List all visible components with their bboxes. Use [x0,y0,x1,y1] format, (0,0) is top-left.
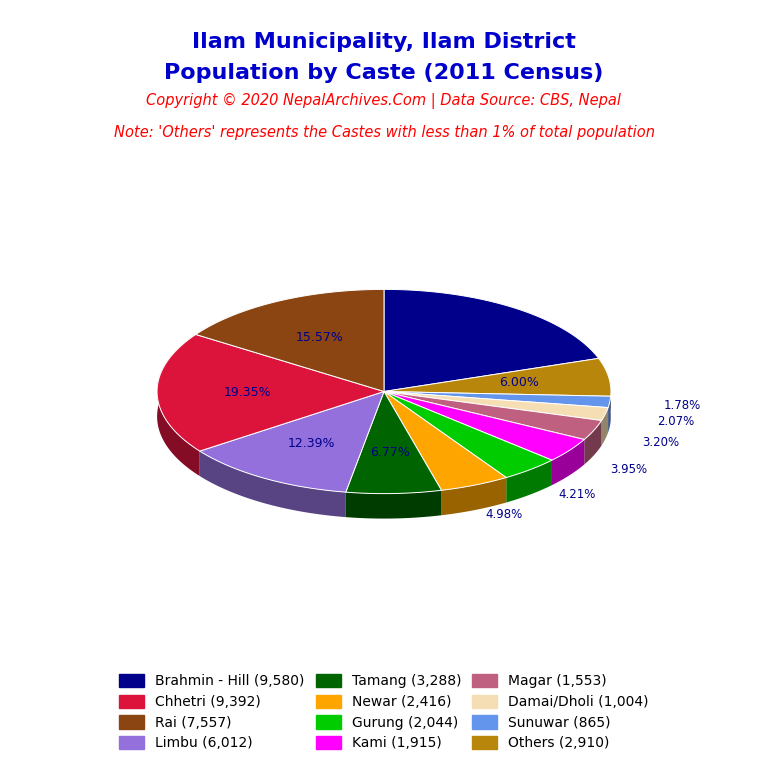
Polygon shape [157,335,200,476]
Polygon shape [384,392,584,460]
Polygon shape [384,359,611,396]
Text: 19.74%: 19.74% [439,335,487,348]
Legend: Brahmin - Hill (9,580), Chhetri (9,392), Rai (7,557), Limbu (6,012), Tamang (3,2: Brahmin - Hill (9,580), Chhetri (9,392),… [112,667,656,757]
Text: 4.98%: 4.98% [485,508,523,521]
Text: Note: 'Others' represents the Castes with less than 1% of total population: Note: 'Others' represents the Castes wit… [114,124,654,140]
Polygon shape [552,439,584,485]
Polygon shape [598,359,611,421]
Polygon shape [196,290,384,392]
Polygon shape [584,421,601,465]
Text: 6.77%: 6.77% [370,446,410,459]
Polygon shape [601,408,608,445]
Polygon shape [346,392,442,494]
Polygon shape [346,490,442,518]
Text: Copyright © 2020 NepalArchives.Com | Data Source: CBS, Nepal: Copyright © 2020 NepalArchives.Com | Dat… [147,94,621,109]
Polygon shape [200,451,346,517]
Text: 6.00%: 6.00% [499,376,538,389]
Polygon shape [157,335,384,451]
Text: 12.39%: 12.39% [288,437,336,450]
Text: 2.07%: 2.07% [657,415,695,428]
Polygon shape [384,392,611,408]
Polygon shape [384,290,598,392]
Polygon shape [384,392,552,478]
Polygon shape [384,392,506,490]
Text: 3.20%: 3.20% [643,436,680,449]
Text: 4.21%: 4.21% [558,488,596,501]
Polygon shape [608,396,611,432]
Text: 3.95%: 3.95% [611,462,647,475]
Text: 19.35%: 19.35% [224,386,272,399]
Polygon shape [200,392,384,492]
Text: 15.57%: 15.57% [296,331,344,344]
Polygon shape [384,392,608,421]
Text: Population by Caste (2011 Census): Population by Caste (2011 Census) [164,63,604,83]
Text: Ilam Municipality, Ilam District: Ilam Municipality, Ilam District [192,32,576,52]
Polygon shape [442,478,506,515]
Text: 1.78%: 1.78% [664,399,700,412]
Polygon shape [384,392,601,439]
Polygon shape [506,460,552,502]
